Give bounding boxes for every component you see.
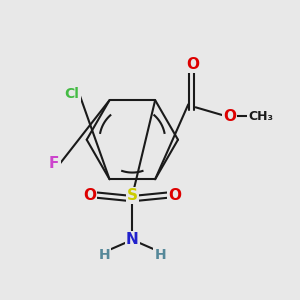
Text: O: O xyxy=(186,57,199,72)
Text: S: S xyxy=(127,188,138,203)
Text: Cl: Cl xyxy=(64,87,80,101)
Text: F: F xyxy=(49,156,59,171)
Text: CH₃: CH₃ xyxy=(248,110,273,123)
Text: O: O xyxy=(169,188,182,203)
Text: O: O xyxy=(223,109,236,124)
Text: O: O xyxy=(83,188,96,203)
Text: H: H xyxy=(98,248,110,262)
Text: N: N xyxy=(126,232,139,247)
Text: H: H xyxy=(154,248,166,262)
